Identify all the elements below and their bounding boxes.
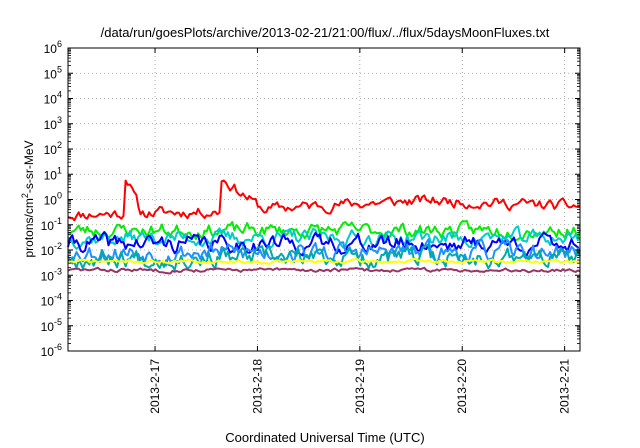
y-axis-ticks: 10-610-510-410-310-210-11001011021031041… xyxy=(41,39,580,359)
y-tick-exponent: -1 xyxy=(54,216,62,226)
y-tick-label: 10-3 xyxy=(41,266,62,283)
x-tick-label: 2013-2-17 xyxy=(148,359,162,414)
y-tick-base: 10 xyxy=(44,143,58,157)
y-tick-base: 10 xyxy=(41,295,55,309)
y-tick-base: 10 xyxy=(41,244,55,258)
y-tick-base: 10 xyxy=(44,168,58,182)
y-tick-exponent: 0 xyxy=(57,191,62,201)
series-line-4 xyxy=(67,231,581,257)
x-tick-label: 2013-2-19 xyxy=(353,359,367,414)
y-tick-base: 10 xyxy=(41,219,55,233)
y-tick-exponent: -6 xyxy=(54,342,62,352)
y-tick-base: 10 xyxy=(41,320,55,334)
y-tick-label: 106 xyxy=(44,39,62,56)
y-tick-exponent: -3 xyxy=(54,266,62,276)
series-line-1 xyxy=(67,179,581,222)
y-tick-exponent: 3 xyxy=(57,115,62,125)
y-tick-base: 10 xyxy=(44,194,58,208)
x-axis-ticks: 2013-2-17 2013-2-18 2013-2-19 2013-2-20 2013… xyxy=(148,48,572,414)
series-line-8 xyxy=(67,266,581,275)
x-tick-label: 2013-2-18 xyxy=(250,359,264,414)
y-tick-exponent: 5 xyxy=(57,64,62,74)
series-line-3 xyxy=(67,225,581,250)
series-group xyxy=(67,179,581,275)
y-tick-label: 10-1 xyxy=(41,216,62,233)
y-tick-base: 10 xyxy=(44,67,58,81)
y-tick-base: 10 xyxy=(41,345,55,359)
chart-title: /data/run/goesPlots/archive/2013-02-21/2… xyxy=(101,25,550,40)
y-tick-label: 10-2 xyxy=(41,241,62,258)
x-tick-label: 2013-2-20 xyxy=(455,359,469,414)
y-tick-exponent: -5 xyxy=(54,317,62,327)
y-tick-base: 10 xyxy=(44,93,58,107)
y-axis-label-rest: -s-sr-MeV xyxy=(22,140,36,193)
y-tick-label: 102 xyxy=(44,140,62,157)
y-tick-base: 10 xyxy=(44,42,58,56)
y-tick-label: 101 xyxy=(44,165,62,182)
y-tick-exponent: 4 xyxy=(57,90,62,100)
y-tick-label: 105 xyxy=(44,64,62,81)
y-tick-label: 100 xyxy=(44,191,62,208)
y-tick-base: 10 xyxy=(41,269,55,283)
y-tick-label: 104 xyxy=(44,90,62,107)
x-tick-label: 2013-2-21 xyxy=(558,359,572,414)
y-tick-label: 103 xyxy=(44,115,62,132)
x-axis-label: Coordinated Universal Time (UTC) xyxy=(225,430,424,445)
y-tick-exponent: -4 xyxy=(54,292,62,302)
y-axis-label-main: protons/cm xyxy=(22,198,36,257)
series-line-7 xyxy=(67,257,581,265)
y-tick-exponent: 2 xyxy=(57,140,62,150)
y-tick-exponent: 1 xyxy=(57,165,62,175)
y-tick-exponent: 6 xyxy=(57,39,62,49)
y-tick-exponent: -2 xyxy=(54,241,62,251)
y-tick-label: 10-4 xyxy=(41,292,62,309)
y-tick-base: 10 xyxy=(44,118,58,132)
y-axis-label-sup: 2 xyxy=(20,193,30,198)
y-tick-label: 10-6 xyxy=(41,342,62,359)
y-tick-label: 10-5 xyxy=(41,317,62,334)
y-axis-label: protons/cm2-s-sr-MeV xyxy=(20,140,36,257)
